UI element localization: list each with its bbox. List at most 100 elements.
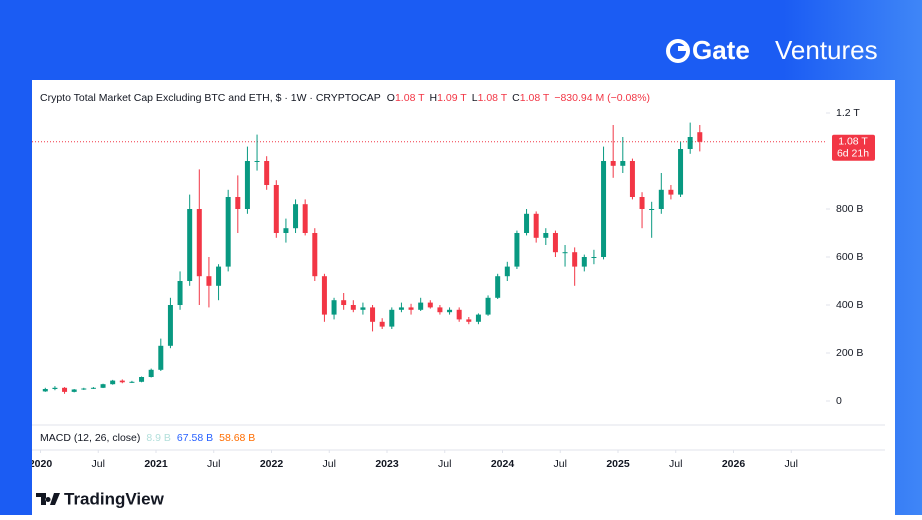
candle-body <box>379 321 385 327</box>
candle-body <box>629 161 635 197</box>
candle-body <box>418 302 424 310</box>
x-tick-label: Jul <box>669 458 682 470</box>
candle-body <box>687 137 693 149</box>
candle-body <box>456 309 462 320</box>
price-tag <box>832 134 875 161</box>
x-tick-label: Jul <box>323 458 336 470</box>
y-tick-label: 200 B <box>836 347 863 359</box>
candle-body <box>100 384 106 388</box>
price-tag-label: 1.08 T <box>838 136 868 148</box>
candle-body <box>71 389 77 392</box>
candle-body <box>206 276 212 286</box>
countdown: 6d 21h <box>837 148 869 160</box>
ohlc-key: L <box>472 92 478 104</box>
x-tick-label: 2021 <box>144 458 168 470</box>
candle-body <box>447 309 453 313</box>
candle-body <box>485 297 491 315</box>
candle-body <box>293 204 299 229</box>
candle-body <box>254 161 260 162</box>
candle-body <box>601 161 607 257</box>
x-tick-label: Jul <box>554 458 567 470</box>
attribution: TradingView <box>64 489 165 508</box>
indicator-label: MACD (12, 26, close) <box>40 432 140 444</box>
x-tick-label: 2020 <box>29 458 53 470</box>
candle-body <box>408 307 414 310</box>
candle-body <box>167 305 173 346</box>
candle-body <box>370 307 376 322</box>
candle-body <box>264 161 270 185</box>
candle-body <box>504 266 510 277</box>
candle-body <box>321 276 327 315</box>
candle-body <box>649 209 655 210</box>
candle-body <box>658 189 664 209</box>
ohlc-key: H <box>430 92 438 104</box>
candle-body <box>552 233 558 253</box>
x-tick-label: 2024 <box>491 458 515 470</box>
candle-body <box>148 369 154 377</box>
y-tick-label: 400 B <box>836 299 863 311</box>
candle-body <box>177 281 183 305</box>
candle-body <box>610 161 616 166</box>
gate-logo: Gate Ventures <box>666 35 878 65</box>
candle-body <box>129 381 135 383</box>
candle-body <box>514 233 520 267</box>
candle-body <box>360 307 366 310</box>
candle-body <box>562 252 568 254</box>
candle-body <box>158 345 164 370</box>
candle-body <box>235 197 241 209</box>
change: −830.94 M (−0.08%) <box>554 92 650 104</box>
candle-body <box>273 185 279 233</box>
candle-body <box>302 204 308 233</box>
candle-body <box>591 257 597 258</box>
candle-body <box>350 305 356 310</box>
candle-body <box>495 276 501 298</box>
candle-body <box>427 302 433 308</box>
tv-icon <box>36 493 60 505</box>
brand-primary: Gate <box>692 35 750 65</box>
ohlc-value: 1.08 T <box>478 92 508 104</box>
ohlc-key: C <box>512 92 520 104</box>
candle-body <box>244 161 250 209</box>
candle-body <box>668 189 674 195</box>
ohlc-value: 1.08 T <box>395 92 425 104</box>
candle-body <box>639 197 645 209</box>
candle-body <box>572 252 578 267</box>
candle-body <box>110 380 116 385</box>
brand-secondary: Ventures <box>775 35 878 65</box>
indicator-value: 58.68 B <box>219 432 255 444</box>
candle-body <box>312 233 318 277</box>
x-tick-label: 2023 <box>375 458 399 470</box>
candle-body <box>475 314 481 322</box>
candle-body <box>187 209 193 281</box>
y-tick-label: 0 <box>836 395 842 407</box>
ohlc-value: 1.09 T <box>437 92 467 104</box>
chart-panel: Crypto Total Market Cap Excluding BTC an… <box>29 80 895 515</box>
candle-body <box>543 233 549 238</box>
candle-body <box>678 149 684 195</box>
candle-body <box>398 307 404 310</box>
candle-body <box>331 300 337 315</box>
candle-body <box>62 387 68 392</box>
chart-title: Crypto Total Market Cap Excluding BTC an… <box>40 92 381 104</box>
candle-body <box>697 132 703 142</box>
x-tick-label: Jul <box>207 458 220 470</box>
tradingview-logo: TradingView <box>36 489 165 508</box>
candle-body <box>196 209 202 277</box>
x-tick-label: Jul <box>438 458 451 470</box>
candle-body <box>533 213 539 238</box>
x-tick-label: 2026 <box>722 458 746 470</box>
x-tick-label: Jul <box>785 458 798 470</box>
candle-body <box>389 309 395 327</box>
candle-body <box>216 266 222 286</box>
candle-body <box>283 228 289 233</box>
candle-body <box>620 161 626 166</box>
y-tick-label: 600 B <box>836 251 863 263</box>
candle-body <box>581 257 587 267</box>
x-tick-label: Jul <box>92 458 105 470</box>
candle-body <box>119 380 125 383</box>
y-tick-label: 800 B <box>836 203 863 215</box>
candle-body <box>42 389 48 392</box>
logo-icon-bar <box>678 46 688 51</box>
